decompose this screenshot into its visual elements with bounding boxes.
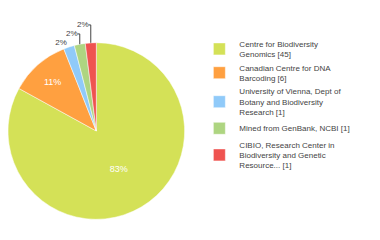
svg-text:University of Vienna, Dept ofB: University of Vienna, Dept ofBotany and …: [239, 87, 341, 117]
svg-text:Centre for BiodiversityGenomic: Centre for BiodiversityGenomics [45]: [239, 40, 318, 59]
svg-text:2%: 2%: [55, 38, 67, 47]
svg-text:Mined from GenBank, NCBI [1]: Mined from GenBank, NCBI [1]: [239, 124, 349, 133]
svg-text:83%: 83%: [110, 164, 128, 174]
svg-text:11%: 11%: [44, 77, 61, 87]
svg-text:CIBIO, Research Center inBiodi: CIBIO, Research Center inBiodiversity an…: [239, 141, 334, 171]
svg-text:2%: 2%: [66, 29, 78, 38]
svg-text:2%: 2%: [77, 20, 89, 29]
svg-text:Canadian Centre for DNABarcodi: Canadian Centre for DNABarcoding [6]: [239, 64, 331, 83]
